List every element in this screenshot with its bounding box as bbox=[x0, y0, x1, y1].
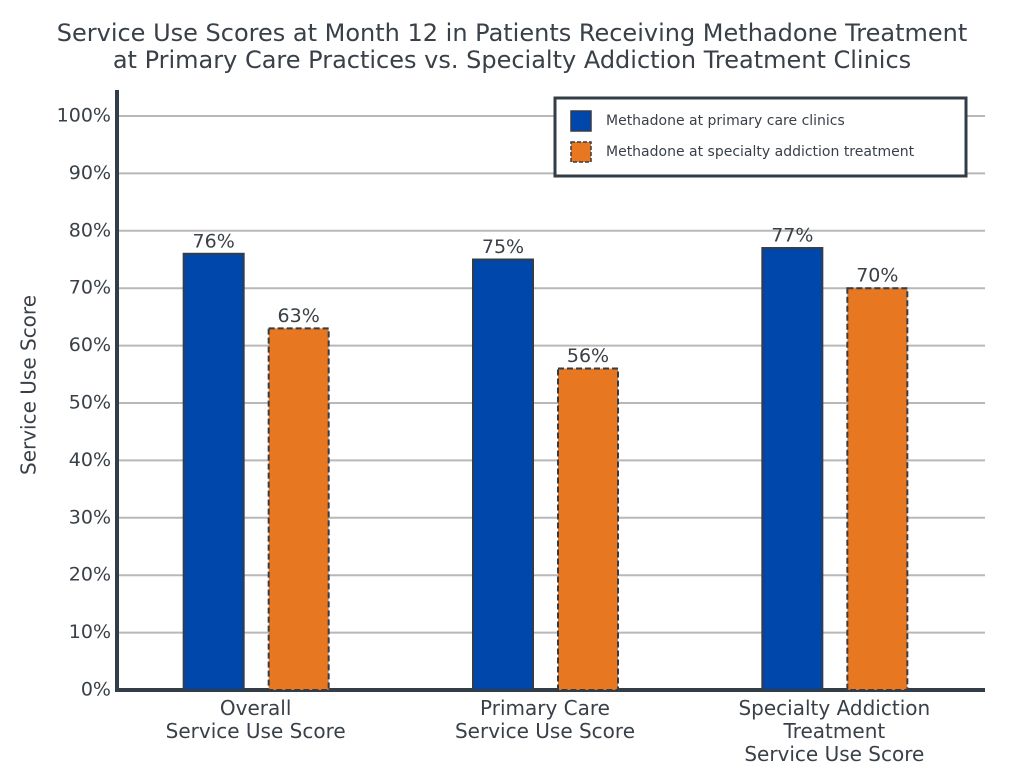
bar bbox=[267, 327, 330, 691]
chart-title: Service Use Scores at Month 12 in Patien… bbox=[56, 19, 968, 74]
x-tick-label: Primary Care Service Use Score bbox=[454, 696, 635, 743]
y-tick-label: 80% bbox=[69, 219, 111, 241]
bar bbox=[846, 287, 909, 691]
x-tick-label: Specialty Addiction Treatment Service Us… bbox=[738, 696, 931, 766]
legend-label: Methadone at primary care clinics bbox=[606, 113, 845, 129]
value-label: 56% bbox=[567, 345, 609, 367]
y-tick-label: 10% bbox=[69, 621, 111, 643]
y-tick-label: 70% bbox=[69, 277, 111, 299]
value-label: 70% bbox=[856, 265, 898, 287]
x-tick-label: Overall Service Use Score bbox=[165, 696, 346, 743]
value-label: 75% bbox=[482, 236, 524, 258]
y-tick-label: 100% bbox=[57, 105, 111, 127]
bar bbox=[761, 247, 824, 692]
bar bbox=[557, 367, 619, 691]
y-tick-label: 0% bbox=[81, 679, 111, 701]
y-tick-label: 50% bbox=[69, 392, 111, 414]
y-tick-label: 20% bbox=[69, 564, 111, 586]
y-tick-label: 90% bbox=[69, 162, 111, 184]
y-tick-label: 60% bbox=[69, 334, 111, 356]
y-tick-label: 40% bbox=[69, 449, 111, 471]
legend-swatch bbox=[570, 141, 592, 163]
bar bbox=[472, 258, 534, 691]
value-label: 76% bbox=[193, 230, 235, 252]
legend-box bbox=[553, 96, 968, 178]
legend-swatch bbox=[570, 110, 592, 132]
value-label: 63% bbox=[278, 305, 320, 327]
bar bbox=[182, 252, 245, 691]
y-axis-label: Service Use Score bbox=[17, 295, 41, 475]
value-label: 77% bbox=[771, 225, 813, 247]
y-tick-label: 30% bbox=[69, 506, 111, 528]
legend-label: Methadone at specialty addiction treatme… bbox=[606, 144, 915, 160]
